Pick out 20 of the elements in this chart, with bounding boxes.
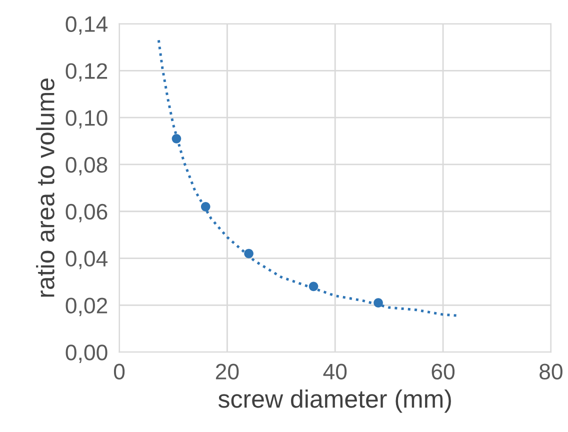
point [244, 248, 254, 258]
point [374, 298, 383, 308]
point [200, 202, 210, 212]
x-tick-label: 60 [432, 364, 455, 380]
y-tick-label: 0,00 [66, 344, 108, 363]
point [172, 134, 182, 144]
y-tick-label: 0,08 [66, 157, 108, 176]
y-tick-label: 0,02 [66, 298, 108, 316]
x-tick-label: 0 [114, 364, 125, 380]
x-tick-label: 80 [540, 364, 562, 380]
y-tick-label: 0,06 [66, 204, 108, 222]
y-tick-label: 0,04 [66, 250, 108, 270]
y-axis-title: ratio area to volume [36, 78, 54, 297]
x-axis-title: screw diameter (mm) [218, 389, 451, 413]
y-tick-label: 0,10 [66, 110, 108, 128]
point [308, 282, 318, 292]
y-tick-label: 0,14 [66, 16, 108, 35]
x-tick-label: 20 [216, 364, 239, 380]
y-tick-label: 0,12 [66, 63, 108, 82]
x-tick-label: 40 [323, 364, 347, 380]
